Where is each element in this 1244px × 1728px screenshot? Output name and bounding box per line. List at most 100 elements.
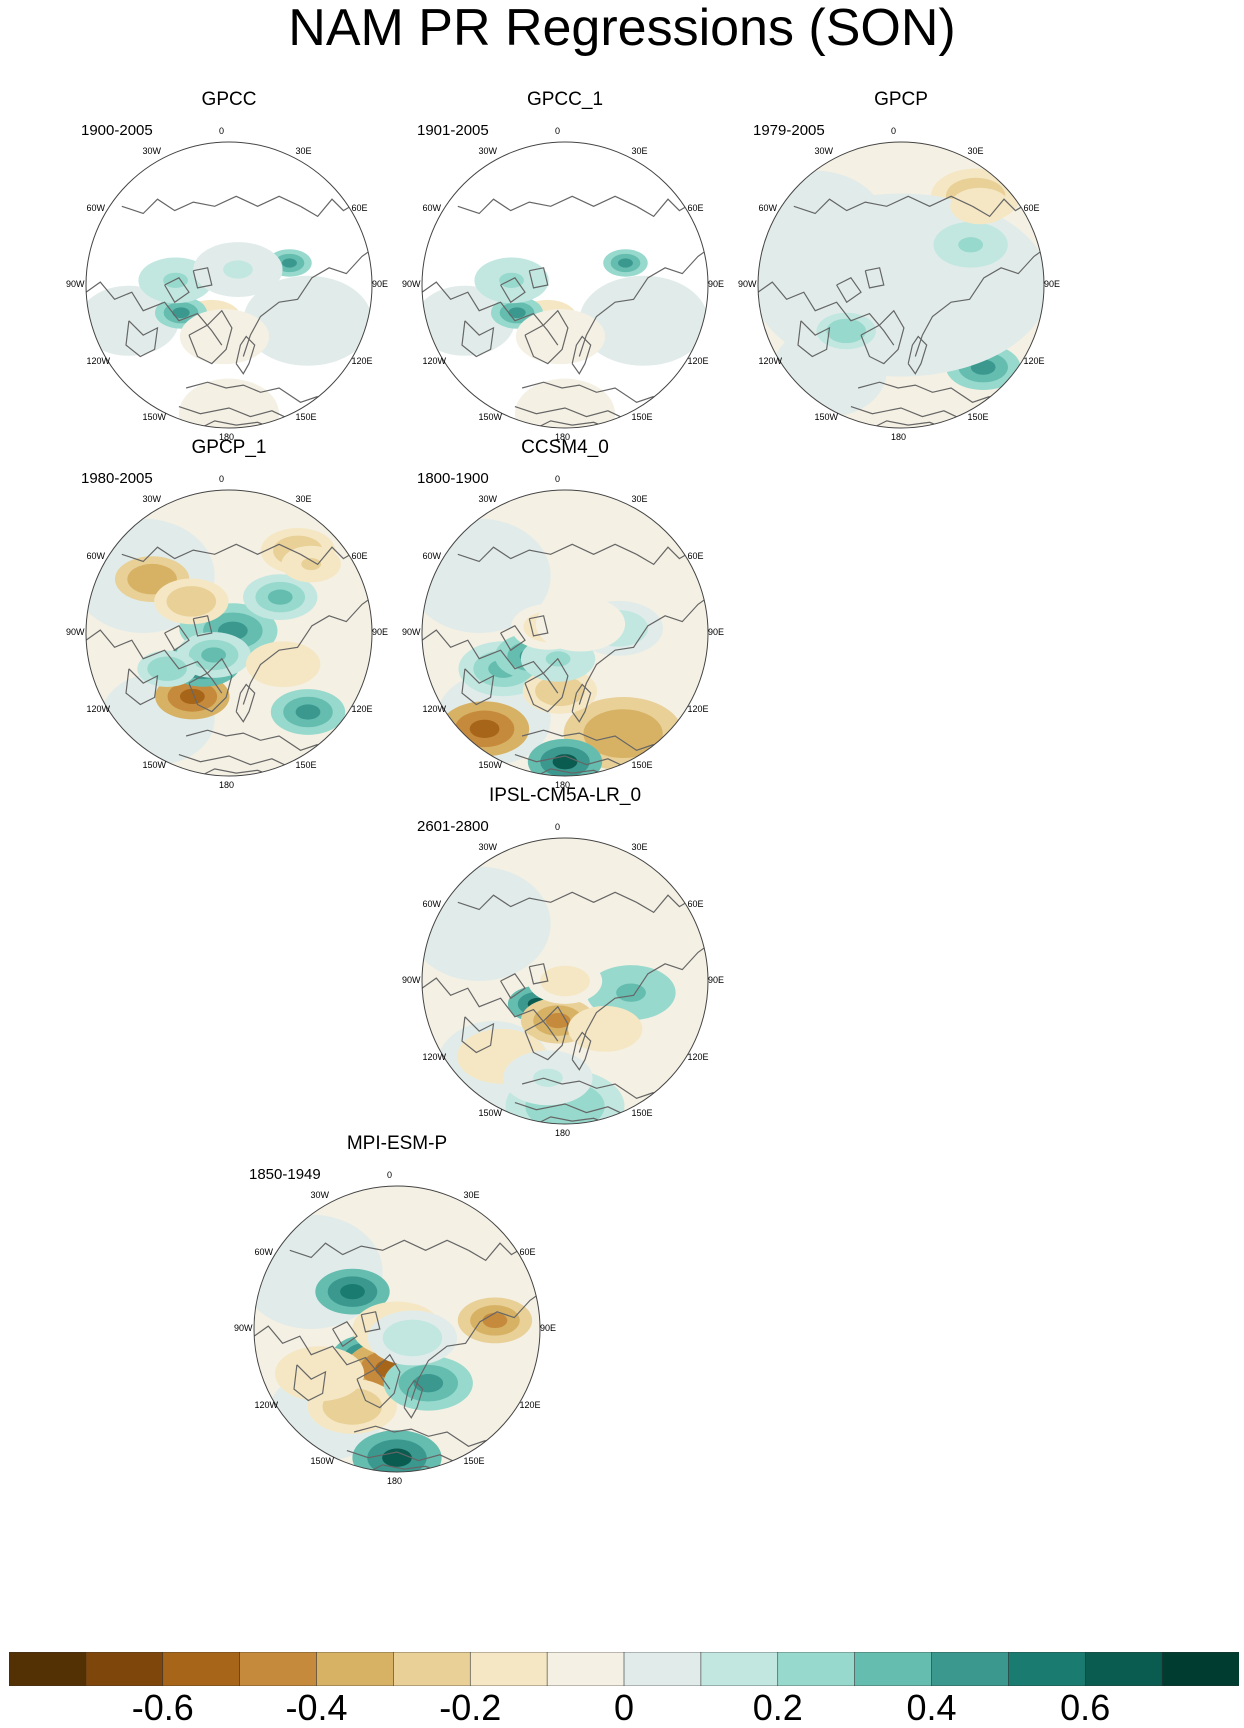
- colorbar-swatch: [1161, 1652, 1239, 1686]
- longitude-label: 60W: [422, 550, 441, 561]
- anomaly-contour: [545, 327, 576, 346]
- longitude-label: 120W: [86, 703, 110, 714]
- colorbar-tick-label: 0.4: [906, 1687, 957, 1728]
- longitude-label: 90W: [402, 279, 421, 289]
- longitude-label: 30W: [814, 146, 834, 157]
- longitude-label: 150E: [295, 411, 317, 422]
- anomaly-contour: [209, 327, 240, 346]
- longitude-label: 60E: [519, 1246, 536, 1257]
- coastline: [836, 277, 862, 304]
- coastline: [188, 657, 233, 713]
- coastline: [500, 277, 526, 304]
- coastline: [758, 281, 895, 346]
- anomaly-contour: [382, 1448, 412, 1467]
- coastline: [457, 891, 637, 911]
- coastline: [797, 320, 831, 358]
- longitude-label: 0: [555, 822, 561, 832]
- panel-title: GPCP_1: [191, 437, 267, 458]
- coastline: [636, 894, 695, 914]
- coastline: [860, 309, 905, 365]
- colorbar-tick-label: 0.6: [1060, 1687, 1111, 1728]
- longitude-label: 120E: [687, 355, 709, 366]
- map-panel: IPSL-CM5A-LR_0 2601-2800 180 150E 120E 90E 60E…: [372, 786, 758, 1138]
- panel-title: GPCC_1: [526, 89, 604, 110]
- longitude-label: 60W: [422, 898, 441, 909]
- colorbar-swatch: [469, 1652, 548, 1686]
- colorbar-swatch: [85, 1652, 164, 1686]
- longitude-label: 0: [387, 1170, 393, 1180]
- longitude-label: 180: [219, 780, 235, 790]
- longitude-label: 30W: [478, 146, 498, 157]
- longitude-label: 90W: [402, 975, 421, 985]
- longitude-label: 90E: [708, 279, 725, 289]
- longitude-label: 120E: [687, 1051, 709, 1062]
- polar-map: [421, 837, 709, 1125]
- colorbar-tick-label: 0: [613, 1687, 635, 1728]
- map-panel: GPCP_1 1980-2005 180 150E 120E 90E 60E 30E 0 30W 6…: [36, 437, 422, 790]
- coastline: [514, 406, 630, 422]
- longitude-label: 90E: [708, 975, 725, 985]
- coastline: [188, 309, 233, 365]
- longitude-label: 60E: [351, 550, 368, 561]
- longitude-label: 90W: [234, 1323, 253, 1333]
- longitude-label: 30W: [478, 494, 498, 505]
- map-outline: [85, 489, 373, 777]
- coastline: [468, 1242, 527, 1262]
- polar-map: [757, 141, 1045, 429]
- coastline: [403, 1379, 424, 1419]
- coastline: [242, 596, 372, 705]
- longitude-label: 90W: [738, 279, 757, 289]
- longitude-label: 60E: [687, 898, 704, 909]
- longitude-label: 150W: [478, 411, 503, 422]
- polar-map: [85, 489, 373, 777]
- coastline: [914, 248, 1044, 357]
- coastline: [121, 543, 301, 563]
- longitude-label: 90W: [66, 627, 85, 637]
- longitude-label: 60W: [254, 1246, 273, 1257]
- colorbar-swatch: [546, 1652, 625, 1686]
- coastline: [528, 267, 549, 289]
- anomaly-contour: [340, 1284, 365, 1300]
- coastline: [578, 596, 708, 705]
- coastline: [164, 625, 190, 652]
- coastline: [178, 754, 294, 770]
- coastline: [500, 625, 526, 652]
- colorbar-tick-label: -0.6: [131, 1687, 194, 1728]
- panel-period: 1900-2005: [81, 122, 153, 139]
- anomaly-contour: [413, 1374, 444, 1393]
- anomaly-contour: [499, 272, 524, 288]
- longitude-label: 0: [219, 474, 225, 484]
- colorbar-swatch: [700, 1652, 779, 1686]
- longitude-label: 120W: [86, 355, 110, 366]
- coastline: [235, 683, 256, 723]
- coastline: [636, 546, 695, 566]
- panel-period: 1901-2005: [417, 122, 489, 139]
- colorbar-swatch: [623, 1652, 702, 1686]
- longitude-label: 30E: [967, 146, 984, 157]
- longitude-label: 30E: [631, 146, 648, 157]
- coastline: [500, 973, 526, 1000]
- longitude-label: 150W: [142, 411, 167, 422]
- longitude-label: 150W: [142, 759, 167, 770]
- longitude-label: 180: [387, 1476, 403, 1486]
- polar-map: [421, 141, 709, 429]
- anomaly-contour: [565, 614, 596, 634]
- longitude-label: 120W: [254, 1399, 278, 1410]
- anomaly-contour: [267, 589, 293, 605]
- longitude-label: 30W: [478, 842, 498, 853]
- land-field: [579, 275, 708, 366]
- colorbar-swatch: [1008, 1652, 1087, 1686]
- land-field: [86, 285, 179, 356]
- longitude-label: 30E: [631, 842, 648, 853]
- anomaly-contour: [172, 307, 190, 319]
- colorbar-swatch: [393, 1652, 472, 1686]
- coastline: [521, 381, 654, 403]
- coastline: [293, 1364, 327, 1402]
- longitude-label: 30W: [142, 494, 162, 505]
- colorbar-swatch: [9, 1652, 87, 1686]
- polar-map: [421, 489, 709, 777]
- anomaly-contour: [301, 557, 322, 571]
- anomaly-contour: [163, 272, 188, 288]
- polar-map: [253, 1185, 541, 1473]
- coastline: [907, 335, 928, 375]
